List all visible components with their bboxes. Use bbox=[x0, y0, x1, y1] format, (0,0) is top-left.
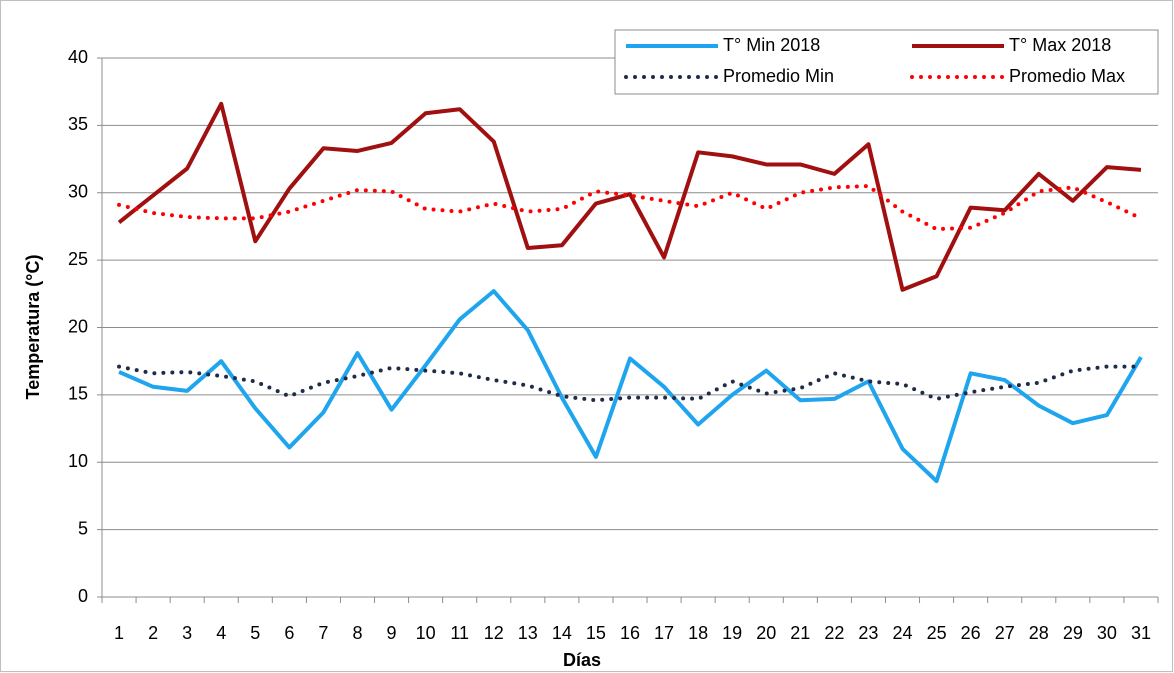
x-tick-label: 2 bbox=[148, 623, 158, 643]
legend-label: T° Max 2018 bbox=[1009, 35, 1111, 55]
x-axis-label: Días bbox=[563, 650, 601, 670]
legend-box bbox=[614, 29, 1159, 95]
x-tick-label: 8 bbox=[352, 623, 362, 643]
y-tick-label: 25 bbox=[68, 249, 88, 269]
y-tick-label: 5 bbox=[78, 518, 88, 538]
x-tick-label: 4 bbox=[216, 623, 226, 643]
y-tick-label: 0 bbox=[78, 586, 88, 606]
y-tick-label: 30 bbox=[68, 182, 88, 202]
y-tick-label: 20 bbox=[68, 316, 88, 336]
x-tick-label: 30 bbox=[1097, 623, 1117, 643]
x-tick-label: 23 bbox=[858, 623, 878, 643]
x-tick-label: 29 bbox=[1063, 623, 1083, 643]
x-tick-label: 5 bbox=[250, 623, 260, 643]
x-tick-label: 18 bbox=[688, 623, 708, 643]
y-tick-label: 10 bbox=[68, 451, 88, 471]
x-tick-label: 6 bbox=[284, 623, 294, 643]
x-tick-label: 28 bbox=[1029, 623, 1049, 643]
x-tick-label: 10 bbox=[416, 623, 436, 643]
x-tick-label: 19 bbox=[722, 623, 742, 643]
x-tick-label: 24 bbox=[893, 623, 913, 643]
x-tick-label: 25 bbox=[927, 623, 947, 643]
x-tick-label: 20 bbox=[756, 623, 776, 643]
y-tick-label: 40 bbox=[68, 47, 88, 67]
x-tick-label: 14 bbox=[552, 623, 572, 643]
x-tick-label: 17 bbox=[654, 623, 674, 643]
x-tick-label: 13 bbox=[518, 623, 538, 643]
x-tick-label: 15 bbox=[586, 623, 606, 643]
x-tick-label: 21 bbox=[790, 623, 810, 643]
y-tick-label: 15 bbox=[68, 384, 88, 404]
x-tick-label: 1 bbox=[114, 623, 124, 643]
y-tick-label: 35 bbox=[68, 114, 88, 134]
legend-label: Promedio Max bbox=[1009, 66, 1125, 86]
line-series bbox=[117, 364, 1143, 403]
line-series bbox=[117, 101, 1142, 292]
x-tick-label: 9 bbox=[387, 623, 397, 643]
x-tick-label: 26 bbox=[961, 623, 981, 643]
legend-label: T° Min 2018 bbox=[723, 35, 820, 55]
x-tick-label: 3 bbox=[182, 623, 192, 643]
line-series bbox=[117, 183, 1143, 232]
y-axis-label: Temperatura (°C) bbox=[23, 255, 43, 400]
x-tick-label: 27 bbox=[995, 623, 1015, 643]
x-tick-label: 22 bbox=[824, 623, 844, 643]
x-tick-label: 11 bbox=[450, 623, 469, 643]
line-series bbox=[118, 289, 1143, 484]
x-tick-label: 31 bbox=[1131, 623, 1151, 643]
x-tick-label: 12 bbox=[484, 623, 504, 643]
x-tick-label: 16 bbox=[620, 623, 640, 643]
x-tick-label: 7 bbox=[318, 623, 328, 643]
legend-label: Promedio Min bbox=[723, 66, 834, 86]
